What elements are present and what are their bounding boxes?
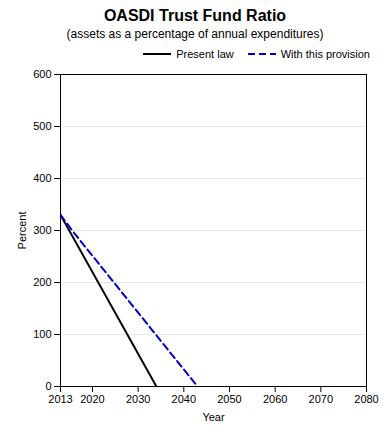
svg-text:Year: Year <box>202 411 225 423</box>
svg-text:2060: 2060 <box>263 393 287 405</box>
html-text:(assets as a percentage of ann: (assets as a percentage of annual expend… <box>66 27 324 41</box>
svg-text:2040: 2040 <box>172 393 196 405</box>
svg-text:Percent: Percent <box>16 212 28 250</box>
svg-text:500: 500 <box>33 120 51 132</box>
html-text:Present law: Present law <box>176 48 234 60</box>
svg-text:300: 300 <box>33 224 51 236</box>
svg-text:600: 600 <box>33 68 51 80</box>
html-text:OASDI Trust Fund Ratio: OASDI Trust Fund Ratio <box>103 7 287 24</box>
svg-text:200: 200 <box>33 276 51 288</box>
svg-text:0: 0 <box>45 380 51 392</box>
html-text:With this provision: With this provision <box>280 48 370 60</box>
svg-text:2070: 2070 <box>309 393 333 405</box>
svg-text:2080: 2080 <box>354 393 378 405</box>
svg-text:100: 100 <box>33 328 51 340</box>
svg-text:2013: 2013 <box>48 393 72 405</box>
svg-text:400: 400 <box>33 172 51 184</box>
svg-text:2050: 2050 <box>217 393 241 405</box>
svg-text:2030: 2030 <box>126 393 150 405</box>
svg-text:2020: 2020 <box>80 393 104 405</box>
